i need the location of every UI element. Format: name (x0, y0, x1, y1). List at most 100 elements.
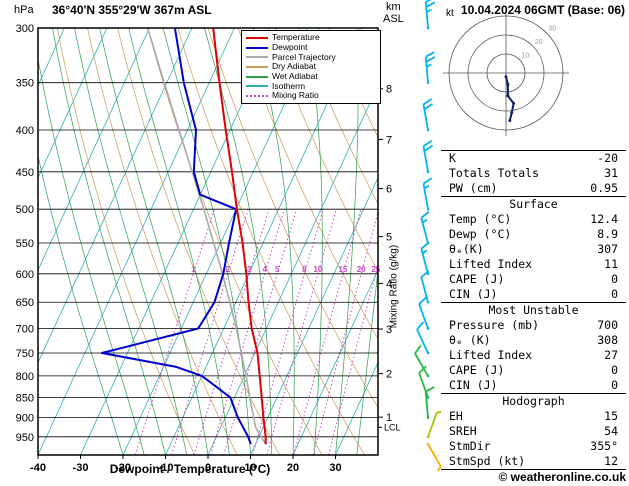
legend-swatch (246, 85, 268, 88)
mixing-ratio-labels: 1 2 3 4 5 8 10 15 20 25 (191, 265, 381, 274)
stats-row: StmSpd (kt) 12 (441, 454, 626, 469)
svg-text:650: 650 (16, 297, 34, 309)
svg-text:10: 10 (244, 462, 256, 474)
stats-value: 0 (611, 287, 618, 301)
stats-section: K -20 Totals Totals 31 PW (cm) 0.95 (441, 150, 626, 196)
svg-text:6: 6 (386, 184, 392, 196)
pressure-tick-labels: 300 350 400 450 500 550 600 650 700 750 800 850 900 9… (16, 23, 34, 444)
svg-text:600: 600 (16, 269, 34, 281)
wind-barb (420, 270, 430, 304)
stats-row: SREH 54 (441, 424, 626, 439)
svg-text:20: 20 (357, 265, 366, 274)
temperature-curve (212, 28, 267, 445)
svg-text:850: 850 (16, 392, 34, 404)
wind-barb (414, 344, 430, 378)
svg-text:-40: -40 (30, 462, 46, 474)
stats-row: PW (cm) 0.95 (441, 181, 626, 196)
svg-text:900: 900 (16, 413, 34, 425)
dewpoint-curve (100, 28, 252, 445)
legend-label: Mixing Ratio (272, 90, 319, 101)
stats-value: 15 (604, 409, 618, 423)
stats-row: CIN (J) 0 (441, 378, 626, 393)
svg-text:950: 950 (16, 432, 34, 444)
stats-section-header: Surface (509, 197, 558, 211)
wind-barb (424, 386, 435, 419)
stats-label: StmSpd (kt) (449, 454, 526, 468)
svg-text:800: 800 (16, 371, 34, 383)
wind-barb (416, 321, 430, 355)
stats-row: Lifted Index 27 (441, 348, 626, 363)
stats-row: K -20 (441, 151, 626, 166)
stats-row: EH 15 (441, 409, 626, 424)
svg-text:1: 1 (386, 412, 392, 424)
stats-row: Dewp (°C) 8.9 (441, 227, 626, 242)
wind-barb (424, 51, 436, 84)
svg-text:700: 700 (16, 324, 34, 336)
legend-swatch (246, 56, 268, 59)
stats-value: 27 (604, 348, 618, 362)
stats-section-header: Hodograph (502, 394, 565, 408)
lcl-marker: LCL (378, 422, 401, 432)
legend-item: Isotherm (246, 81, 376, 91)
km-unit-label: km (386, 1, 401, 13)
stats-value: 0 (611, 363, 618, 377)
legend-swatch (246, 65, 268, 68)
svg-text:10: 10 (521, 53, 529, 60)
stats-value: 0 (611, 378, 618, 392)
svg-text:5: 5 (386, 232, 392, 244)
stats-row: θₑ(K) 307 (441, 242, 626, 257)
legend-item: Parcel Trajectory (246, 52, 376, 62)
legend-swatch (246, 46, 268, 49)
svg-text:300: 300 (16, 23, 34, 35)
legend-swatch (246, 36, 268, 39)
legend-label: Isotherm (272, 80, 306, 91)
legend: Temperature Dewpoint Parcel Trajectory Dry … (241, 30, 381, 104)
svg-text:3: 3 (247, 265, 252, 274)
stats-label: Dewp (°C) (449, 227, 512, 241)
chart-title: 36°40'N 355°29'W 367m ASL (52, 3, 212, 17)
mixing-ratio-axis-label: Mixing Ratio (g/kg) (388, 244, 400, 329)
legend-label: Temperature (272, 32, 320, 43)
stats-label: CIN (J) (449, 378, 498, 392)
pressure-unit-label: hPa (14, 4, 34, 16)
wind-barb (424, 0, 436, 30)
svg-text:400: 400 (16, 125, 34, 137)
svg-text:8: 8 (386, 84, 392, 96)
legend-label: Parcel Trajectory (272, 51, 336, 62)
legend-item: Dry Adiabat (246, 62, 376, 72)
stats-label: Pressure (mb) (449, 318, 540, 332)
stats-value: 0.95 (590, 181, 618, 195)
stats-row: Lifted Index 11 (441, 257, 626, 272)
svg-text:20: 20 (535, 39, 543, 46)
stats-row: CIN (J) 0 (441, 287, 626, 302)
stats-label: StmDir (449, 439, 491, 453)
svg-text:4: 4 (386, 278, 392, 290)
legend-swatch (246, 75, 268, 78)
svg-text:15: 15 (338, 265, 347, 274)
stats-label: Lifted Index (449, 348, 533, 362)
stats-row: Temp (°C) 12.4 (441, 212, 626, 227)
stats-value: 8.9 (597, 227, 618, 241)
stats-value: 700 (597, 318, 618, 332)
stats-row: θₑ (K) 308 (441, 333, 626, 348)
legend-swatch (246, 94, 268, 97)
stats-section: Surface Temp (°C) 12.4 Dewp (°C) 8.9 θₑ(K) 307… (441, 196, 626, 302)
stats-label: Totals Totals (449, 166, 540, 180)
stats-label: Lifted Index (449, 257, 533, 271)
stats-label: CAPE (J) (449, 363, 505, 377)
svg-text:-20: -20 (115, 462, 131, 474)
hodograph-unit-label: kt (446, 8, 454, 19)
stats-label: θₑ (K) (449, 333, 491, 347)
svg-text:0: 0 (205, 462, 211, 474)
wind-barb (422, 177, 433, 211)
stats-section-header: Most Unstable (488, 303, 579, 317)
svg-text:3: 3 (386, 324, 392, 336)
stats-panel: K -20 Totals Totals 31 PW (cm) 0.95 Surface Tem… (441, 150, 626, 470)
stats-row: CAPE (J) 0 (441, 363, 626, 378)
stats-label: SREH (449, 424, 477, 438)
stats-label: Temp (°C) (449, 212, 512, 226)
legend-label: Dewpoint (272, 42, 308, 53)
svg-text:750: 750 (16, 348, 34, 360)
